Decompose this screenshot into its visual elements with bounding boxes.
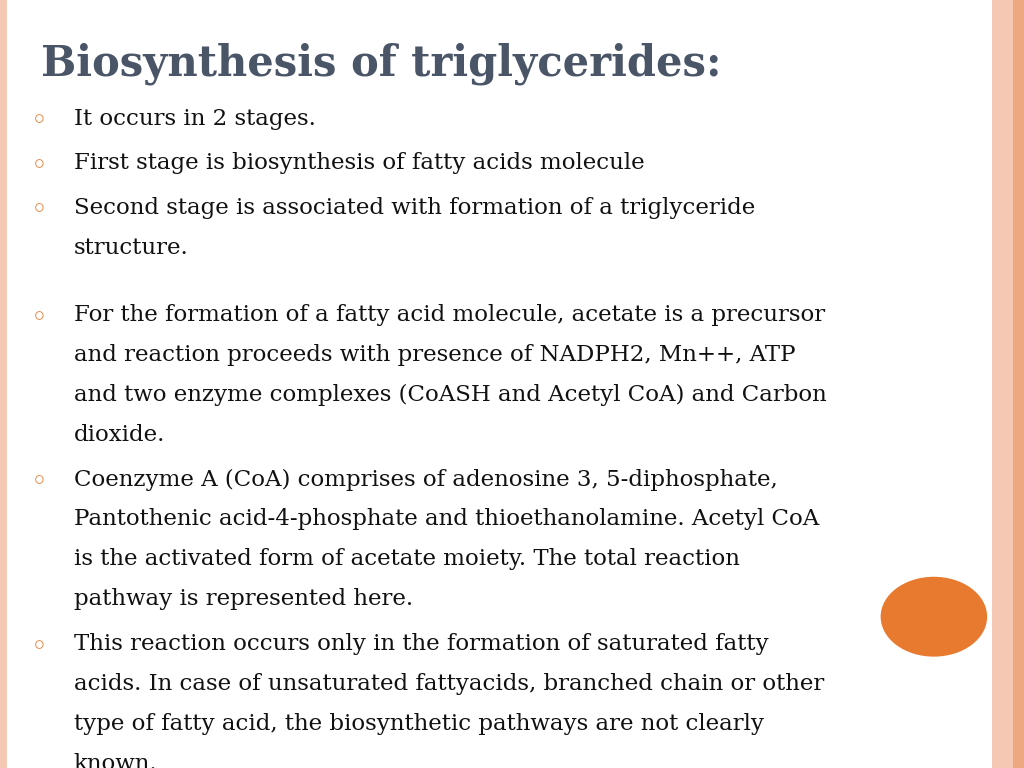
Text: This reaction occurs only in the formation of saturated fatty: This reaction occurs only in the formati…	[74, 633, 768, 655]
Text: For the formation of a fatty acid molecule, acetate is a precursor: For the formation of a fatty acid molecu…	[74, 304, 825, 326]
Text: ◦: ◦	[31, 468, 47, 496]
Bar	[992, 0, 1013, 768]
Text: ◦: ◦	[31, 197, 47, 224]
Text: structure.: structure.	[74, 237, 188, 259]
Text: ◦: ◦	[31, 633, 47, 660]
Bar	[0, 0, 7, 768]
Text: and reaction proceeds with presence of NADPH2, Mn++, ATP: and reaction proceeds with presence of N…	[74, 344, 796, 366]
Circle shape	[881, 577, 987, 657]
Text: ◦: ◦	[31, 304, 47, 332]
Text: ◦: ◦	[31, 108, 47, 135]
Text: It occurs in 2 stages.: It occurs in 2 stages.	[74, 108, 315, 130]
Bar	[1013, 0, 1024, 768]
Text: ◦: ◦	[31, 152, 47, 180]
Text: Second stage is associated with formation of a triglyceride: Second stage is associated with formatio…	[74, 197, 755, 219]
Text: Pantothenic acid-4-phosphate and thioethanolamine. Acetyl CoA: Pantothenic acid-4-phosphate and thioeth…	[74, 508, 819, 531]
Text: acids. In case of unsaturated fattyacids, branched chain or other: acids. In case of unsaturated fattyacids…	[74, 673, 824, 695]
Text: pathway is represented here.: pathway is represented here.	[74, 588, 413, 611]
Text: is the activated form of acetate moiety. The total reaction: is the activated form of acetate moiety.…	[74, 548, 739, 571]
Text: Coenzyme A (CoA) comprises of adenosine 3, 5-diphosphate,: Coenzyme A (CoA) comprises of adenosine …	[74, 468, 777, 491]
Text: and two enzyme complexes (CoASH and Acetyl CoA) and Carbon: and two enzyme complexes (CoASH and Acet…	[74, 384, 826, 406]
Text: Biosynthesis of triglycerides:: Biosynthesis of triglycerides:	[41, 42, 722, 84]
Text: dioxide.: dioxide.	[74, 424, 165, 446]
Text: known.: known.	[74, 753, 158, 768]
Text: type of fatty acid, the biosynthetic pathways are not clearly: type of fatty acid, the biosynthetic pat…	[74, 713, 764, 735]
Text: First stage is biosynthesis of fatty acids molecule: First stage is biosynthesis of fatty aci…	[74, 152, 644, 174]
